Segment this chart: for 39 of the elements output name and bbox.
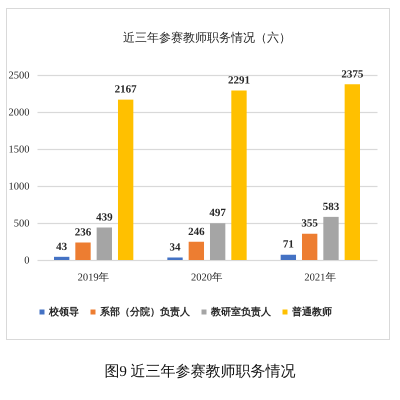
data-label: 2291 [228, 74, 250, 86]
y-tick-label: 2500 [8, 70, 30, 82]
bar [280, 254, 296, 260]
y-tick-label: 500 [14, 218, 30, 230]
x-tick-label: 2020年 [191, 272, 223, 284]
bar [54, 256, 70, 260]
data-label: 583 [322, 200, 340, 213]
data-label: 2375 [341, 68, 364, 80]
bar [75, 242, 91, 260]
data-label: 497 [209, 207, 226, 220]
y-tick-label: 2000 [8, 108, 30, 118]
data-label: 355 [301, 218, 318, 230]
legend-label: 教研室负责人 [210, 306, 272, 318]
data-label: 43 [56, 240, 68, 253]
x-tick-label: 2021年 [304, 272, 336, 284]
caption: 图9 近三年参赛教师职务情况 [103, 362, 297, 381]
bar [210, 223, 226, 260]
data-label: 246 [188, 226, 206, 238]
bar [323, 216, 339, 260]
bar [167, 257, 183, 260]
y-tick-label: 1500 [8, 144, 30, 156]
data-label: 2167 [114, 84, 138, 96]
bar [188, 242, 204, 260]
chart-title: 近三年参赛教师职务情况（六） [123, 30, 291, 44]
x-tick-label: 2019年 [78, 272, 110, 284]
bar [344, 84, 360, 260]
legend-label: 系部（分院）负责人 [99, 306, 191, 318]
y-tick-label: 0 [24, 256, 30, 266]
bar [118, 100, 134, 260]
data-label: 439 [96, 212, 114, 224]
data-label: 34 [170, 241, 182, 254]
legend-label: 普通教师 [291, 306, 332, 318]
bar [302, 234, 318, 260]
legend-label: 校领导 [48, 306, 79, 318]
y-tick-label: 1000 [8, 182, 30, 192]
bar [231, 90, 247, 260]
data-label: 71 [282, 238, 294, 251]
bar [96, 228, 112, 260]
data-label: 236 [74, 226, 92, 239]
